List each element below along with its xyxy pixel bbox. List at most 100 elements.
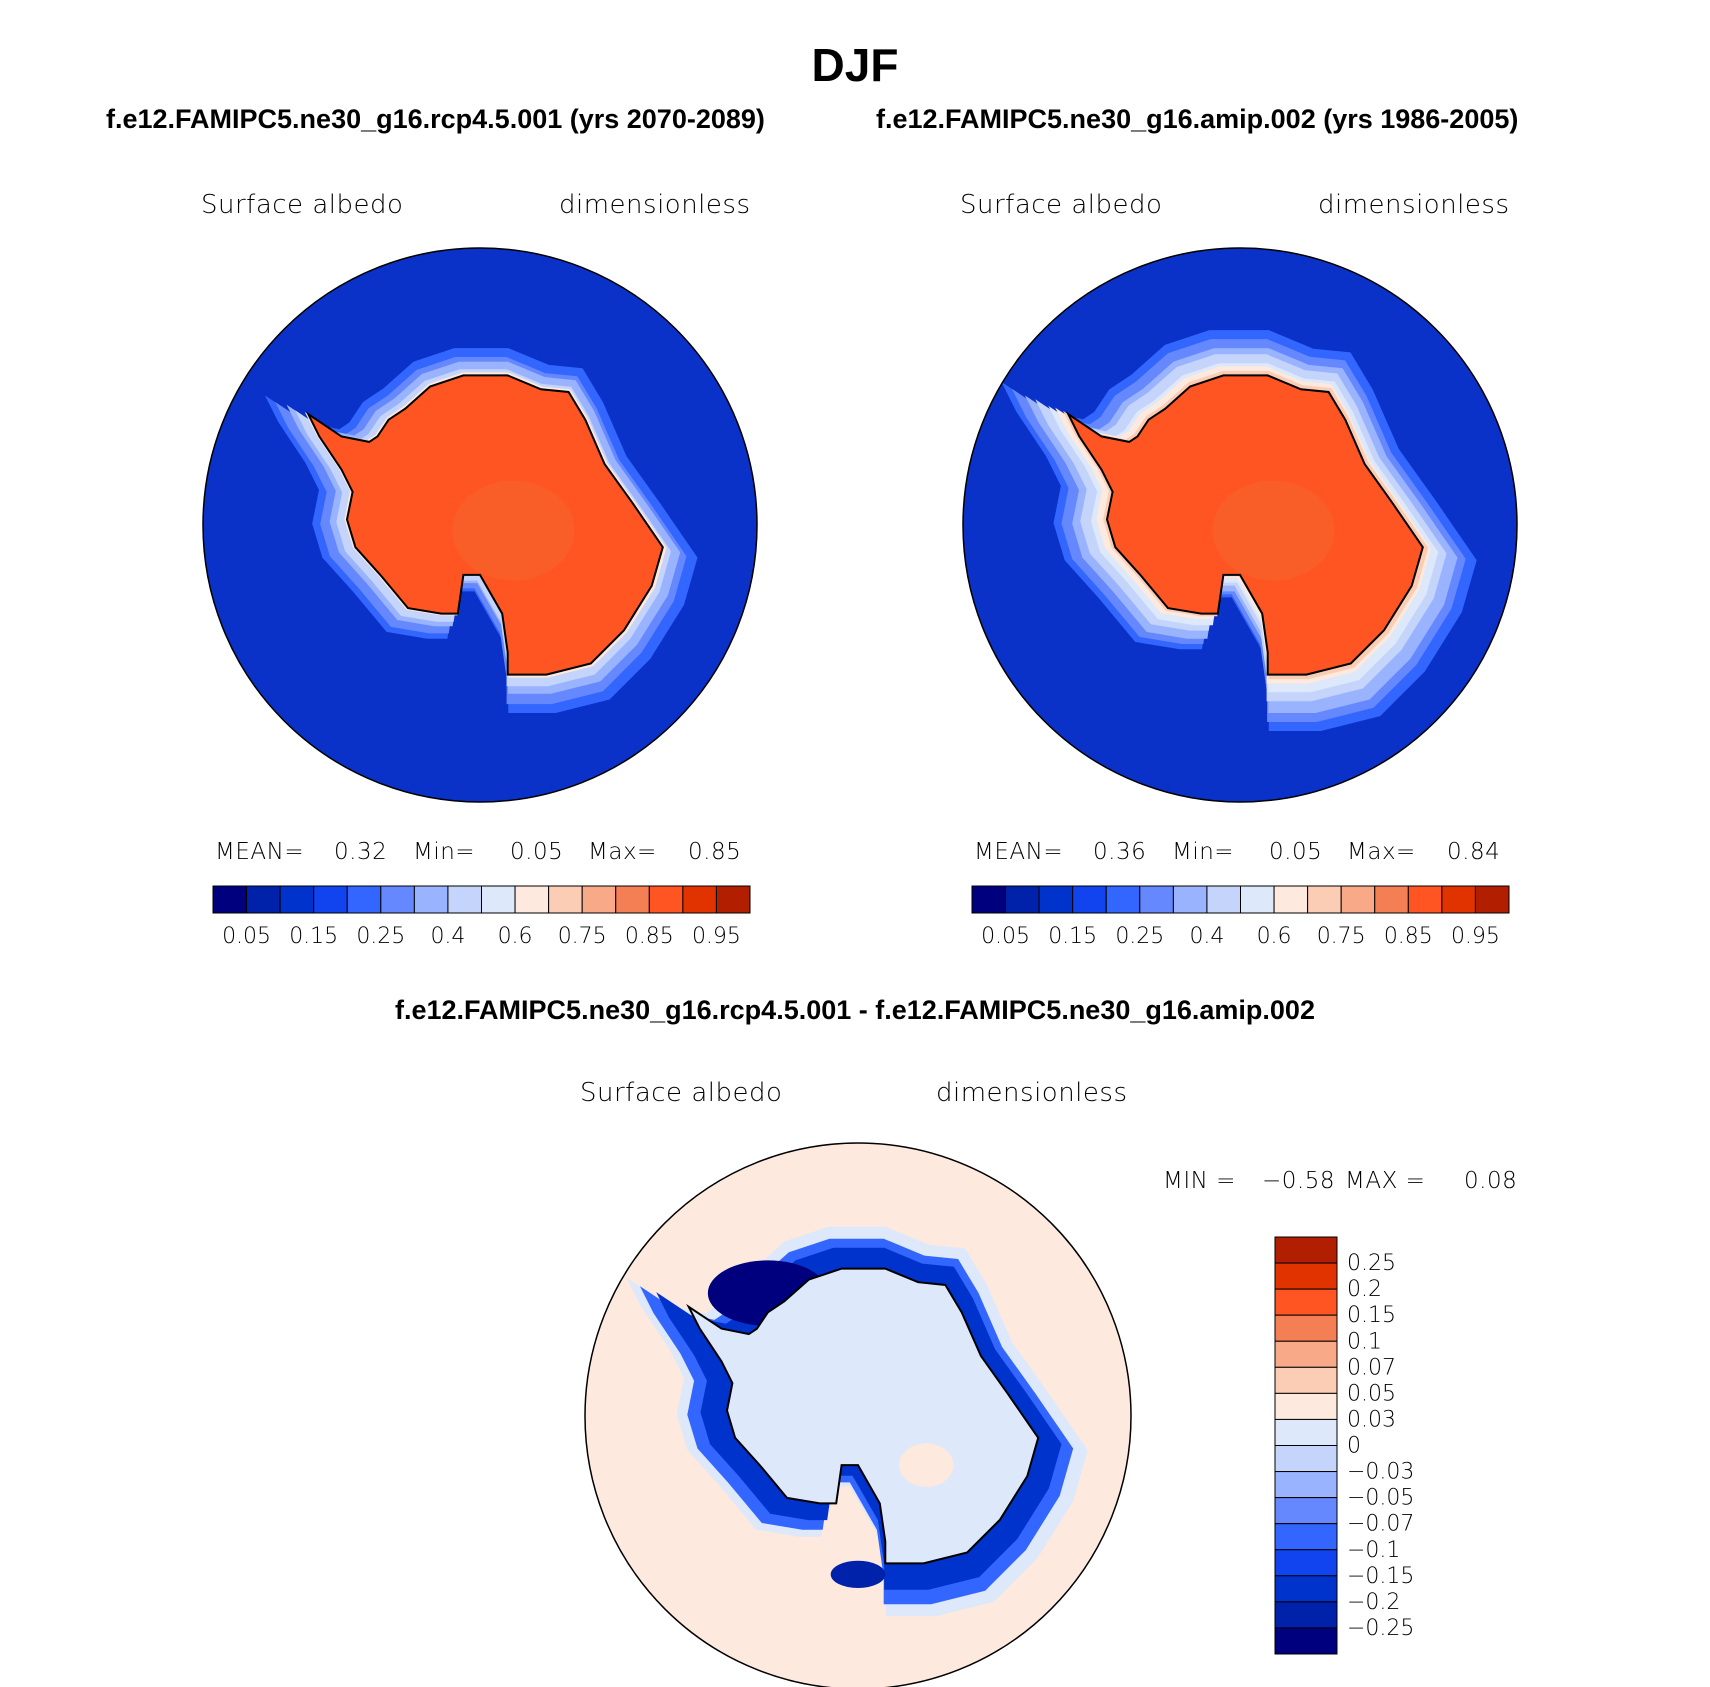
colorbar-tick-label: 0.95: [1451, 924, 1500, 949]
colorbar-tick-label: −0.2: [1347, 1590, 1400, 1615]
p1-min-value: 0.05: [510, 839, 564, 865]
diff-interior-patch: [898, 1443, 954, 1487]
colorbar-box: [1274, 1262, 1338, 1290]
colorbar-box: [1274, 1575, 1338, 1603]
colorbar-box: [1274, 1366, 1338, 1394]
p3-units-label: dimensionless: [936, 1078, 1128, 1108]
p2-max-value: 0.84: [1447, 839, 1501, 865]
case-title-left: f.e12.FAMIPC5.ne30_g16.rcp4.5.001 (yrs 2…: [106, 104, 765, 134]
colorbar-box: [514, 885, 550, 914]
colorbar-tick-label: 0.07: [1347, 1355, 1396, 1380]
colorbar-tick-label: 0.4: [430, 924, 465, 949]
p2-units-label: dimensionless: [1318, 190, 1510, 220]
map-panel-amip: [963, 248, 1517, 802]
colorbar-tick-label: 0.15: [1048, 924, 1097, 949]
p2-mean-label: MEAN=: [974, 839, 1064, 865]
colorbar-box: [1172, 885, 1208, 914]
colorbar-difference: 0.250.20.150.10.070.050.030−0.03−0.05−0.…: [1274, 1236, 1414, 1655]
colorbar-tick-label: 0.85: [625, 924, 674, 949]
colorbar-tick-label: 0: [1347, 1434, 1361, 1459]
p1-max-value: 0.85: [688, 839, 742, 865]
map-panel-difference: [585, 1143, 1131, 1687]
colorbar-box: [212, 885, 248, 914]
colorbar-box: [413, 885, 449, 914]
p2-min-value: 0.05: [1269, 839, 1323, 865]
colorbar-tick-label: 0.05: [222, 924, 271, 949]
colorbar-box: [447, 885, 482, 914]
colorbar-tick-label: 0.2: [1347, 1277, 1382, 1302]
colorbar-tick-label: 0.05: [981, 924, 1030, 949]
colorbar-box: [1139, 885, 1174, 914]
colorbar-box: [1274, 1549, 1338, 1577]
diff-ross-min: [830, 1560, 886, 1588]
colorbar-box: [313, 885, 348, 914]
figure-title: DJF: [811, 39, 899, 91]
colorbar-box: [1274, 1236, 1338, 1264]
p2-min-label: Min=: [1172, 839, 1235, 865]
colorbar-tick-label: 0.05: [1347, 1381, 1396, 1406]
p2-mean-value: 0.36: [1093, 839, 1147, 865]
p1-min-label: Min=: [413, 839, 476, 865]
colorbar-box: [615, 885, 650, 914]
colorbar-tick-label: −0.07: [1347, 1512, 1414, 1537]
case-title-right: f.e12.FAMIPC5.ne30_g16.amip.002 (yrs 198…: [876, 104, 1519, 134]
colorbar-tick-label: 0.03: [1347, 1407, 1396, 1432]
colorbar-box: [1038, 885, 1074, 914]
colorbar-box: [1274, 1471, 1338, 1499]
p1-mean-label: MEAN=: [215, 839, 305, 865]
colorbar-box: [346, 885, 382, 914]
colorbar-box: [1072, 885, 1107, 914]
difference-title: f.e12.FAMIPC5.ne30_g16.rcp4.5.001 - f.e1…: [395, 995, 1315, 1025]
colorbar-tick-label: −0.25: [1347, 1616, 1414, 1641]
colorbar-tick-label: 0.85: [1384, 924, 1433, 949]
colorbar-box: [1274, 1523, 1338, 1551]
map-boundary-amip: [962, 247, 1518, 803]
p3-min-label: MIN =: [1163, 1168, 1236, 1194]
colorbar-box: [581, 885, 617, 914]
colorbar-box: [1274, 1288, 1338, 1316]
colorbar-box: [1274, 1314, 1338, 1342]
colorbar-box: [1005, 885, 1040, 914]
p1-units-label: dimensionless: [559, 190, 751, 220]
p1-variable-label: Surface albedo: [201, 190, 404, 220]
colorbar-box: [1407, 885, 1443, 914]
p3-max-label: MAX =: [1345, 1168, 1426, 1194]
colorbar-tick-label: −0.03: [1347, 1460, 1414, 1485]
colorbar-tick-label: 0.6: [1257, 924, 1292, 949]
colorbar-tick-label: 0.6: [498, 924, 533, 949]
colorbar-tick-label: −0.05: [1347, 1486, 1414, 1511]
p2-variable-label: Surface albedo: [960, 190, 1163, 220]
colorbar-tick-label: 0.75: [1317, 924, 1366, 949]
p2-max-label: Max=: [1347, 839, 1416, 865]
colorbar-box: [1206, 885, 1241, 914]
map-boundary-difference: [584, 1142, 1132, 1687]
colorbar-box: [246, 885, 281, 914]
colorbar-box: [1474, 885, 1510, 914]
colorbar-box: [380, 885, 415, 914]
antarctica-coastline: [686, 1267, 1040, 1565]
colorbar-box: [1274, 1627, 1338, 1655]
colorbar-box: [1105, 885, 1141, 914]
colorbar-tick-label: 0.25: [356, 924, 405, 949]
colorbar-box: [1274, 1392, 1338, 1420]
colorbar-tick-label: −0.15: [1347, 1564, 1414, 1589]
p3-min-value: −0.58: [1262, 1168, 1335, 1194]
colorbar-rcp45: 0.05 0.15 0.25 0.4 0.6 0.75 0.85 0.95: [212, 885, 751, 949]
colorbar-box: [971, 885, 1007, 914]
colorbar-tick-label: −0.1: [1347, 1538, 1400, 1563]
colorbar-tick-label: 0.15: [289, 924, 338, 949]
colorbar-box: [548, 885, 583, 914]
colorbar-amip: 0.05 0.15 0.25 0.4 0.6 0.75 0.85 0.95: [971, 885, 1510, 949]
p1-max-label: Max=: [588, 839, 657, 865]
colorbar-box: [1274, 1445, 1338, 1473]
colorbar-box: [1340, 885, 1376, 914]
colorbar-box: [1274, 1418, 1338, 1446]
colorbar-box: [1274, 1497, 1338, 1525]
colorbar-box: [279, 885, 315, 914]
colorbar-box: [715, 885, 751, 914]
colorbar-tick-label: 0.25: [1115, 924, 1164, 949]
p3-variable-label: Surface albedo: [580, 1078, 783, 1108]
colorbar-box: [1374, 885, 1409, 914]
